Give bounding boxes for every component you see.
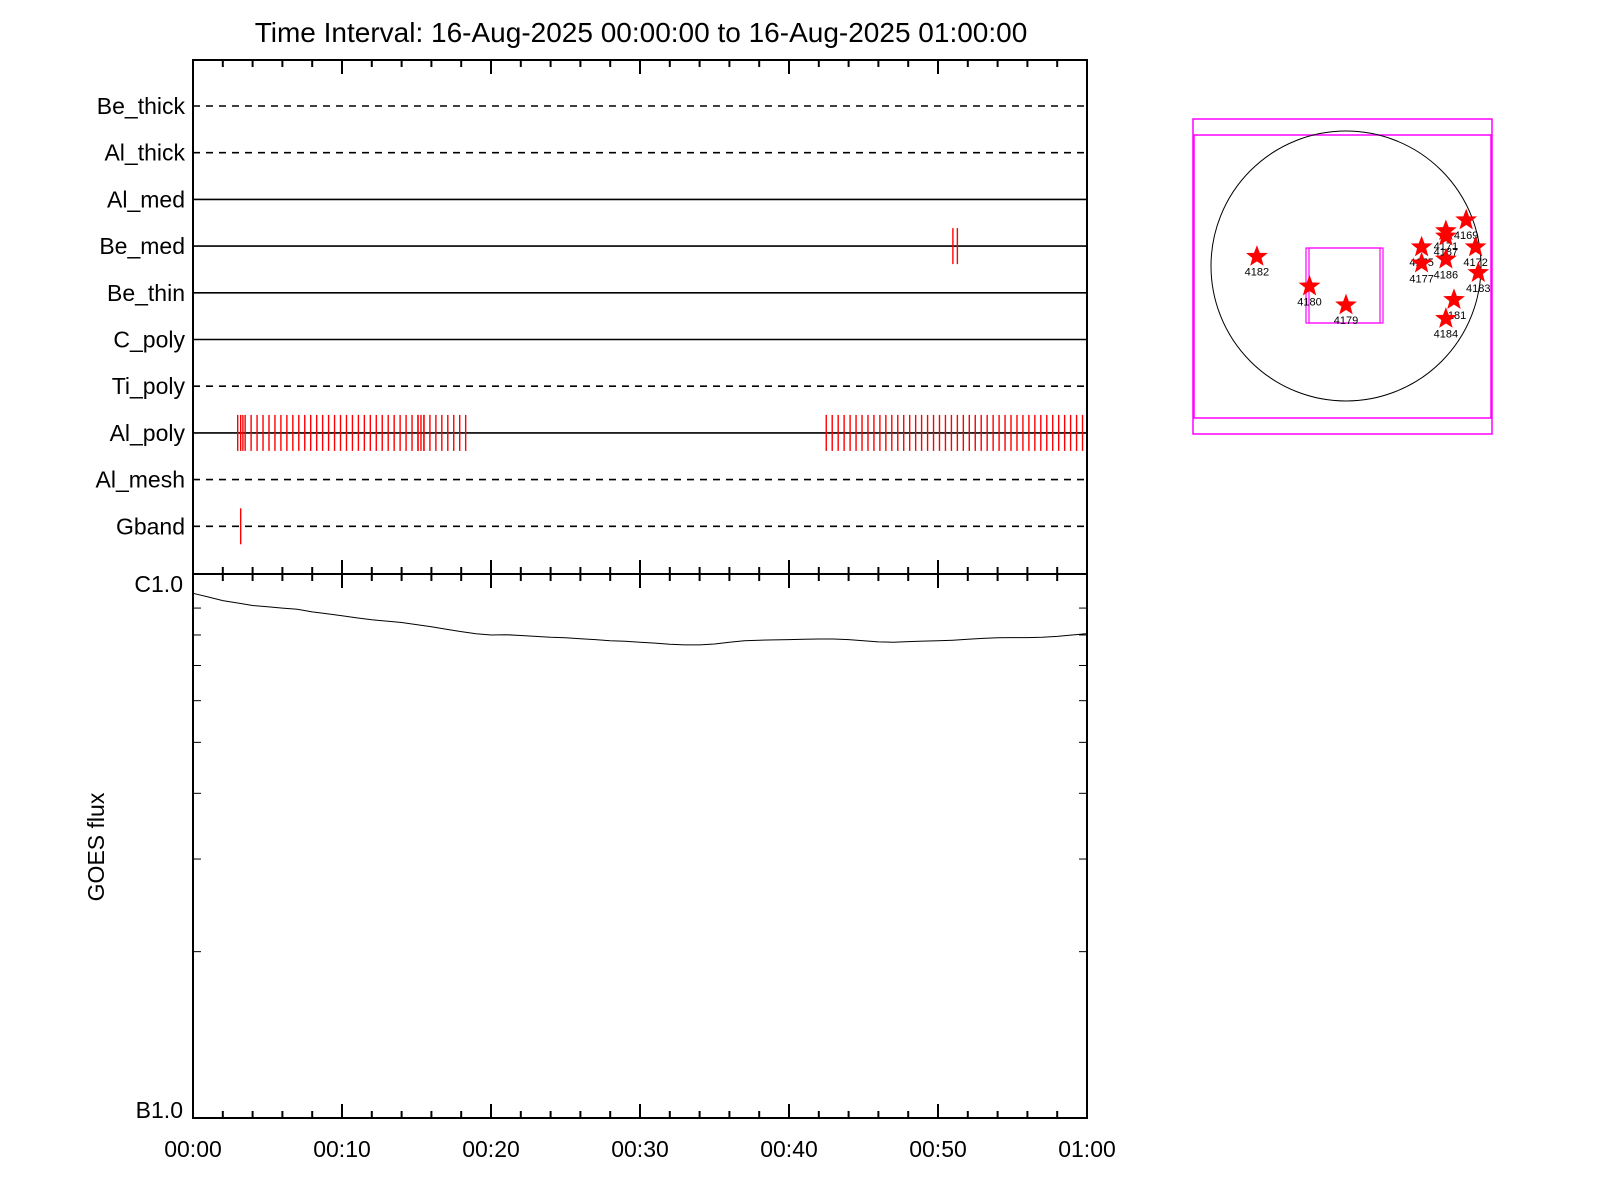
row-label-be_med: Be_med: [99, 233, 185, 259]
active-region-label: 4172: [1463, 257, 1487, 269]
x-tick-label: 00:20: [462, 1136, 520, 1162]
y-tick-label-top: C1.0: [134, 571, 183, 597]
goes-frame: [192, 573, 1088, 1119]
fov-box-2: [1308, 247, 1384, 324]
active-region-label: 4184: [1434, 329, 1458, 341]
row-label-al_thick: Al_thick: [104, 140, 185, 166]
x-tick-labels: 00:00 00:10 00:20 00:30 00:40 00:50 01:00: [164, 1136, 1116, 1162]
x-tick-label: 00:00: [164, 1136, 222, 1162]
row-label-ti_poly: Ti_poly: [112, 373, 186, 399]
map-frame-outer: [1192, 118, 1493, 435]
active-region-label: 4183: [1466, 283, 1490, 295]
detector-events: [236, 228, 1084, 545]
detector-rows: Be_thick Al_thick Al_med Be_med Be_thin C_pol…: [96, 93, 1087, 539]
active-region-star: [1435, 247, 1457, 269]
row-label-be_thin: Be_thin: [107, 280, 185, 306]
goes-flux-line: [192, 592, 1088, 646]
active-region-star: [1455, 208, 1478, 230]
timeline-ticks: [192, 60, 1088, 574]
x-tick-label: 00:30: [611, 1136, 669, 1162]
active-region-star: [1246, 245, 1268, 266]
goes-flux-panel: C1.0 B1.0 GOES flux 00:00 00:10 00:20 00:30…: [83, 571, 1116, 1162]
active-region-label: 4180: [1297, 296, 1321, 308]
x-tick-label: 01:00: [1058, 1136, 1116, 1162]
x-tick-label: 00:40: [760, 1136, 818, 1162]
row-label-gband: Gband: [116, 513, 185, 539]
active-region-star: [1435, 224, 1457, 246]
detector-timeline-panel: Be_thick Al_thick Al_med Be_med Be_thin C_pol…: [96, 59, 1088, 575]
active-region-star: [1298, 274, 1321, 296]
row-label-al_mesh: Al_mesh: [96, 467, 185, 493]
active-region-label: 4186: [1434, 269, 1458, 281]
y-tick-label-bottom: B1.0: [136, 1097, 183, 1123]
row-label-c_poly: C_poly: [113, 327, 185, 353]
active-region-star: [1443, 288, 1465, 309]
active-region-star: [1467, 261, 1490, 282]
row-label-be_thick: Be_thick: [97, 93, 186, 119]
active-region-label: 4169: [1454, 230, 1478, 242]
row-label-al_poly: Al_poly: [110, 420, 186, 446]
active-region-star: [1410, 251, 1433, 273]
timeline-frame: [192, 59, 1088, 575]
map-frame-inner: [1193, 134, 1492, 419]
x-tick-label: 00:10: [313, 1136, 371, 1162]
goes-ticks: [192, 574, 1088, 1118]
active-region-label: 4182: [1245, 267, 1269, 279]
active-region-star: [1335, 293, 1357, 315]
active-region-label: 4179: [1334, 315, 1358, 327]
active-region-label: 4177: [1409, 273, 1433, 285]
chart-title: Time Interval: 16-Aug-2025 00:00:00 to 1…: [255, 17, 1028, 48]
solar-disk: [1210, 130, 1482, 402]
active-region-star: [1410, 235, 1433, 257]
solar-disk-map: 4182418041794175417741714187416941864172…: [1192, 118, 1493, 435]
y-axis-label: GOES flux: [83, 792, 109, 901]
row-label-al_med: Al_med: [107, 186, 185, 212]
active-regions: 4182418041794175417741714187416941864172…: [1245, 208, 1491, 341]
active-region-star: [1435, 307, 1457, 328]
active-region-star: [1464, 235, 1487, 257]
x-tick-label: 00:50: [909, 1136, 967, 1162]
